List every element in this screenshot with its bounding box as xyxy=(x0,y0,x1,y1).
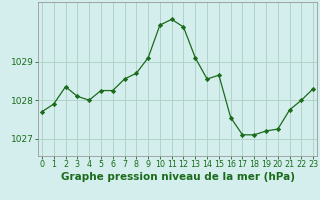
X-axis label: Graphe pression niveau de la mer (hPa): Graphe pression niveau de la mer (hPa) xyxy=(60,172,295,182)
